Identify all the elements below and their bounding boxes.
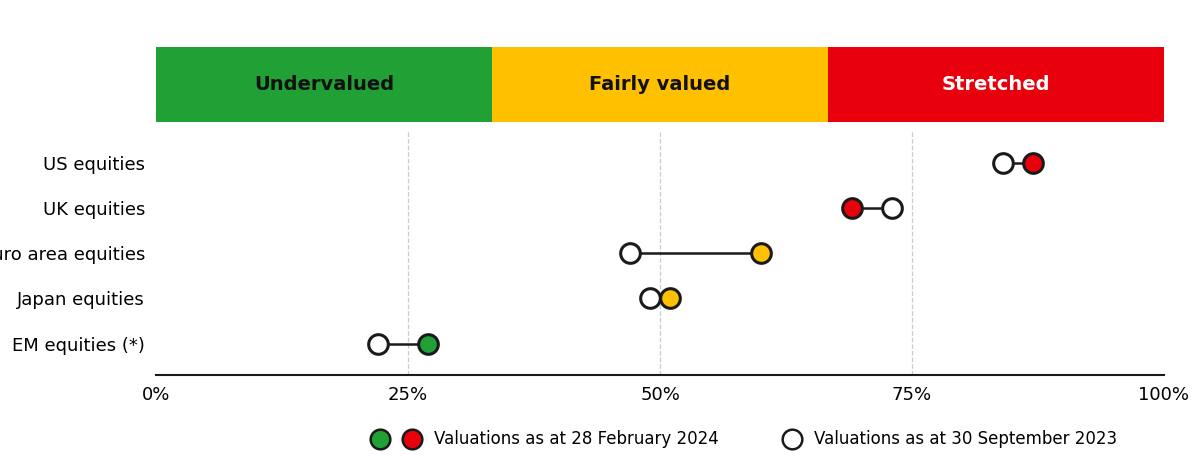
Text: Valuations as at 28 February 2024: Valuations as at 28 February 2024 [434,430,719,448]
Point [660,295,679,302]
Point [994,159,1013,166]
Bar [828,47,1164,122]
Text: Stretched: Stretched [942,75,1050,94]
Point [842,204,862,212]
Bar [492,47,828,122]
Point [882,204,901,212]
Text: Fairly valued: Fairly valued [589,75,731,94]
Point [419,340,438,348]
Point [751,250,770,257]
Point [620,250,640,257]
Point [371,435,390,443]
Bar [156,47,492,122]
Text: Undervalued: Undervalued [254,75,394,94]
Point [368,340,388,348]
Text: Valuations as at 30 September 2023: Valuations as at 30 September 2023 [814,430,1117,448]
Point [641,295,660,302]
Point [402,435,421,443]
Point [1024,159,1043,166]
Point [782,435,802,443]
